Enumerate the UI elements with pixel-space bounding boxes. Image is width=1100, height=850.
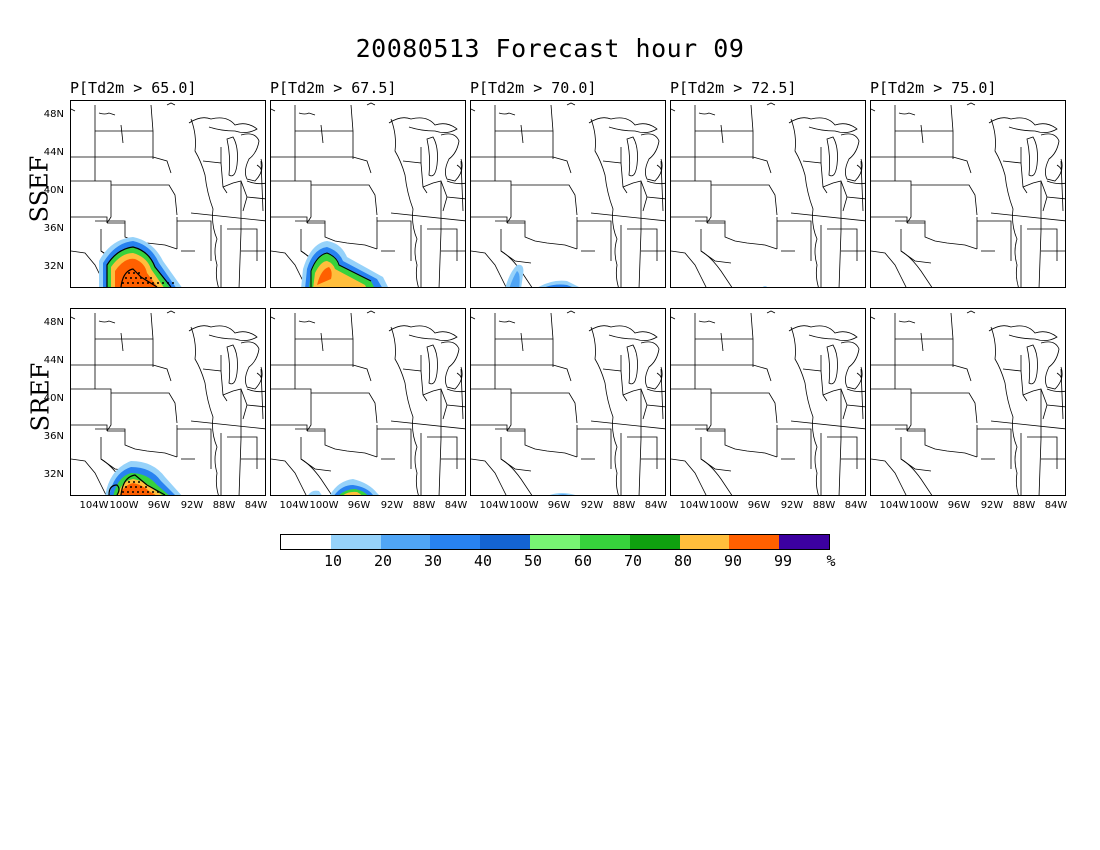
- lon-label: 92W: [780, 500, 804, 511]
- probability-field: [301, 241, 388, 287]
- lon-label: 104W: [679, 500, 709, 511]
- map-panel-sref-65: [70, 308, 266, 496]
- lon-label: 84W: [244, 500, 268, 511]
- lon-label: 104W: [79, 500, 109, 511]
- lon-label: 100W: [309, 500, 339, 511]
- page-title: 20080513 Forecast hour 09: [355, 34, 745, 63]
- lat-label: 40N: [43, 185, 64, 196]
- colorbar-label: 50: [523, 552, 543, 570]
- panel-title-5: P[Td2m > 75.0]: [870, 79, 997, 97]
- map-panel-ssef-72-5: [670, 100, 866, 288]
- map-panel-ssef-75: [870, 100, 1066, 288]
- lon-label: 84W: [1044, 500, 1068, 511]
- map-panel-sref-67-5: [270, 308, 466, 496]
- colorbar-label: 80: [673, 552, 693, 570]
- stipple-dots: [122, 481, 159, 493]
- lon-label: 96W: [347, 500, 371, 511]
- colorbar-swatch: [480, 535, 531, 549]
- colorbar-label: 10: [323, 552, 343, 570]
- lon-label: 92W: [580, 500, 604, 511]
- colorbar-swatch: [281, 535, 331, 549]
- lon-label: 92W: [980, 500, 1004, 511]
- colorbar-label: 90: [723, 552, 743, 570]
- lat-label: 36N: [43, 223, 64, 234]
- colorbar-swatch: [679, 535, 730, 549]
- lat-label: 36N: [43, 431, 64, 442]
- lon-label: 104W: [479, 500, 509, 511]
- colorbar-label: 30: [423, 552, 443, 570]
- lat-label: 48N: [43, 109, 64, 120]
- lat-label: 32N: [43, 469, 64, 480]
- probability-field: [99, 237, 182, 287]
- map-panel-ssef-65: [70, 100, 266, 288]
- lon-label: 88W: [812, 500, 836, 511]
- colorbar-swatch: [729, 535, 780, 549]
- lon-label: 88W: [412, 500, 436, 511]
- panel-title-2: P[Td2m > 67.5]: [270, 79, 397, 97]
- colorbar-label: %: [826, 552, 836, 570]
- lon-label: 96W: [147, 500, 171, 511]
- colorbar-swatch: [629, 535, 680, 549]
- map-panel-sref-72-5: [670, 308, 866, 496]
- lon-label: 96W: [547, 500, 571, 511]
- colorbar-swatch: [779, 535, 829, 549]
- map-panel-ssef-67-5: [270, 100, 466, 288]
- panel-title-1: P[Td2m > 65.0]: [70, 79, 197, 97]
- colorbar: [280, 534, 830, 550]
- probability-field: [308, 479, 379, 495]
- lat-label: 32N: [43, 261, 64, 272]
- lon-label: 100W: [909, 500, 939, 511]
- lat-label: 44N: [43, 147, 64, 158]
- lon-label: 84W: [644, 500, 668, 511]
- colorbar-swatch: [380, 535, 431, 549]
- map-panel-sref-75: [870, 308, 1066, 496]
- colorbar-label: 60: [573, 552, 593, 570]
- lon-label: 84W: [444, 500, 468, 511]
- colorbar-swatch: [430, 535, 481, 549]
- lon-label: 88W: [612, 500, 636, 511]
- lon-label: 92W: [180, 500, 204, 511]
- lon-label: 100W: [109, 500, 139, 511]
- panel-title-4: P[Td2m > 72.5]: [670, 79, 797, 97]
- lon-label: 84W: [844, 500, 868, 511]
- panel-title-3: P[Td2m > 70.0]: [470, 79, 597, 97]
- lon-label: 100W: [709, 500, 739, 511]
- lon-label: 96W: [947, 500, 971, 511]
- lon-label: 104W: [279, 500, 309, 511]
- probability-field: [505, 264, 579, 287]
- probability-field: [762, 286, 768, 287]
- stipple-dots: [122, 272, 174, 284]
- lat-label: 48N: [43, 317, 64, 328]
- colorbar-label: 40: [473, 552, 493, 570]
- colorbar-swatch: [330, 535, 381, 549]
- colorbar-swatch: [530, 535, 580, 549]
- lon-label: 96W: [747, 500, 771, 511]
- lon-label: 88W: [1012, 500, 1036, 511]
- map-panel-ssef-70: [470, 100, 666, 288]
- probability-field: [549, 493, 576, 495]
- colorbar-label: 20: [373, 552, 393, 570]
- lon-label: 88W: [212, 500, 236, 511]
- lon-label: 104W: [879, 500, 909, 511]
- probability-field: [105, 461, 182, 495]
- lat-label: 40N: [43, 393, 64, 404]
- colorbar-label: 99: [773, 552, 793, 570]
- colorbar-swatch: [579, 535, 630, 549]
- lon-label: 100W: [509, 500, 539, 511]
- lon-label: 92W: [380, 500, 404, 511]
- map-panel-sref-70: [470, 308, 666, 496]
- lat-label: 44N: [43, 355, 64, 366]
- colorbar-label: 70: [623, 552, 643, 570]
